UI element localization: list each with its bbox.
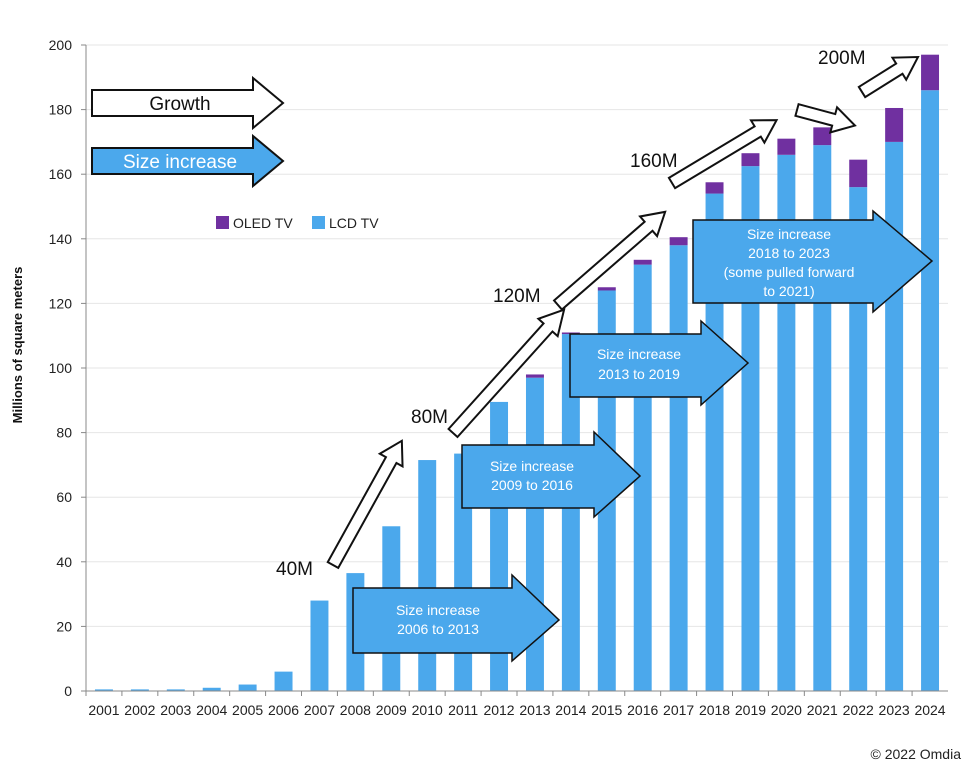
bar-lcd-tv-2024 — [921, 90, 940, 692]
size-box-2-line2: 2009 to 2016 — [491, 477, 573, 493]
bar-lcd-tv-2014 — [561, 334, 580, 691]
bar-lcd-tv-2006 — [274, 671, 293, 691]
bar-oled-tv-2024 — [921, 54, 940, 91]
bar-lcd-tv-2001 — [94, 689, 113, 691]
y-tick-label: 60 — [56, 489, 72, 505]
x-tick-label: 2016 — [627, 702, 658, 718]
x-tick-label: 2020 — [771, 702, 802, 718]
legend-label-oled: OLED TV — [233, 215, 293, 231]
legend: OLED TV LCD TV — [216, 215, 379, 231]
bar-lcd-tv-2005 — [238, 684, 257, 691]
bar-oled-tv-2013 — [525, 374, 544, 378]
growth-arrow-5 — [794, 102, 857, 134]
x-tick-label: 2018 — [699, 702, 730, 718]
x-tick-label: 2022 — [843, 702, 874, 718]
y-tick-label: 20 — [56, 618, 72, 634]
key-growth-label: Growth — [149, 94, 210, 115]
y-tick-label: 0 — [64, 683, 72, 699]
x-tick-label: 2024 — [914, 702, 945, 718]
size-box-3-line2: 2013 to 2019 — [598, 366, 680, 382]
x-tick-label: 2014 — [555, 702, 586, 718]
bar-oled-tv-2023 — [885, 107, 904, 142]
x-tick-label: 2011 — [448, 702, 478, 718]
y-tick-label: 40 — [56, 554, 72, 570]
bar-oled-tv-2021 — [813, 127, 832, 146]
milestone-200m: 200M — [818, 48, 866, 69]
bar-oled-tv-2020 — [777, 138, 796, 155]
x-tick-label: 2010 — [412, 702, 443, 718]
x-tick-label: 2002 — [124, 702, 155, 718]
milestone-80m: 80M — [411, 407, 448, 428]
bar-lcd-tv-2003 — [166, 689, 185, 691]
size-box-4-line3: (some pulled forward — [724, 264, 855, 280]
x-tick-label: 2005 — [232, 702, 263, 718]
y-tick-label: 80 — [56, 425, 72, 441]
bar-lcd-tv-2018 — [705, 193, 724, 691]
bar-lcd-tv-2004 — [202, 687, 221, 691]
size-box-4: Size increase 2018 to 2023 (some pulled … — [692, 209, 934, 314]
bar-oled-tv-2017 — [669, 237, 688, 246]
x-tick-label: 2013 — [519, 702, 550, 718]
growth-arrow-1 — [326, 439, 404, 570]
growth-arrows — [326, 55, 920, 570]
growth-arrow-2 — [447, 308, 566, 439]
bar-lcd-tv-2010 — [418, 460, 437, 691]
x-axis-ticks: 2001 2002 2003 2004 2005 2006 2007 2008 2009 2010… — [85, 691, 946, 718]
growth-arrow-3 — [552, 210, 667, 311]
x-tick-label: 2009 — [376, 702, 407, 718]
bar-lcd-tv-2007 — [310, 600, 329, 691]
x-tick-label: 2012 — [483, 702, 514, 718]
size-box-1: Size increase 2006 to 2013 — [352, 573, 561, 663]
size-box-4-line4: to 2021) — [763, 283, 814, 299]
bar-lcd-tv-2002 — [130, 689, 149, 691]
key-size-label: Size increase — [123, 152, 237, 173]
x-tick-label: 2001 — [88, 702, 119, 718]
x-tick-label: 2007 — [304, 702, 335, 718]
x-tick-label: 2004 — [196, 702, 227, 718]
y-axis-ticks: 0 20 40 60 80 100 120 140 160 180 200 — [49, 37, 86, 699]
bar-oled-tv-2015 — [597, 287, 616, 291]
x-tick-label: 2003 — [160, 702, 191, 718]
legend-swatch-lcd — [312, 216, 325, 229]
milestone-40m: 40M — [276, 559, 313, 580]
x-tick-label: 2006 — [268, 702, 299, 718]
size-box-3-line1: Size increase — [597, 346, 681, 362]
bar-lcd-tv-2017 — [669, 245, 688, 691]
legend-swatch-oled — [216, 216, 229, 229]
key-size-increase: Size increase — [91, 133, 285, 189]
size-box-1-line1: Size increase — [396, 602, 480, 618]
bar-oled-tv-2018 — [705, 182, 724, 194]
size-box-2: Size increase 2009 to 2016 — [461, 430, 642, 519]
bar-oled-tv-2022 — [849, 159, 868, 188]
y-tick-label: 140 — [49, 231, 73, 247]
growth-arrow-4 — [667, 119, 779, 190]
size-box-4-line1: Size increase — [747, 226, 831, 242]
y-tick-label: 100 — [49, 360, 73, 376]
y-tick-label: 200 — [49, 37, 73, 53]
y-axis-label: Millions of square meters — [10, 267, 25, 424]
milestone-120m: 120M — [493, 286, 541, 307]
key-growth: Growth — [91, 75, 285, 131]
size-box-1-line2: 2006 to 2013 — [397, 621, 479, 637]
bar-oled-tv-2016 — [633, 259, 652, 265]
x-tick-label: 2017 — [663, 702, 694, 718]
size-box-3: Size increase 2013 to 2019 — [569, 319, 750, 407]
bar-lcd-tv-2022 — [849, 187, 868, 691]
credit-text: © 2022 Omdia — [870, 746, 961, 762]
bar-oled-tv-2019 — [741, 153, 760, 167]
size-box-2-line1: Size increase — [490, 458, 574, 474]
x-tick-label: 2019 — [735, 702, 766, 718]
legend-label-lcd: LCD TV — [329, 215, 379, 231]
x-tick-label: 2021 — [807, 702, 838, 718]
y-tick-label: 120 — [49, 295, 73, 311]
growth-arrow-6 — [857, 55, 920, 99]
y-tick-label: 180 — [49, 102, 73, 118]
milestone-160m: 160M — [630, 151, 678, 172]
y-tick-label: 160 — [49, 166, 73, 182]
x-tick-label: 2015 — [591, 702, 622, 718]
x-tick-label: 2008 — [340, 702, 371, 718]
x-tick-label: 2023 — [879, 702, 910, 718]
size-box-4-line2: 2018 to 2023 — [748, 245, 830, 261]
